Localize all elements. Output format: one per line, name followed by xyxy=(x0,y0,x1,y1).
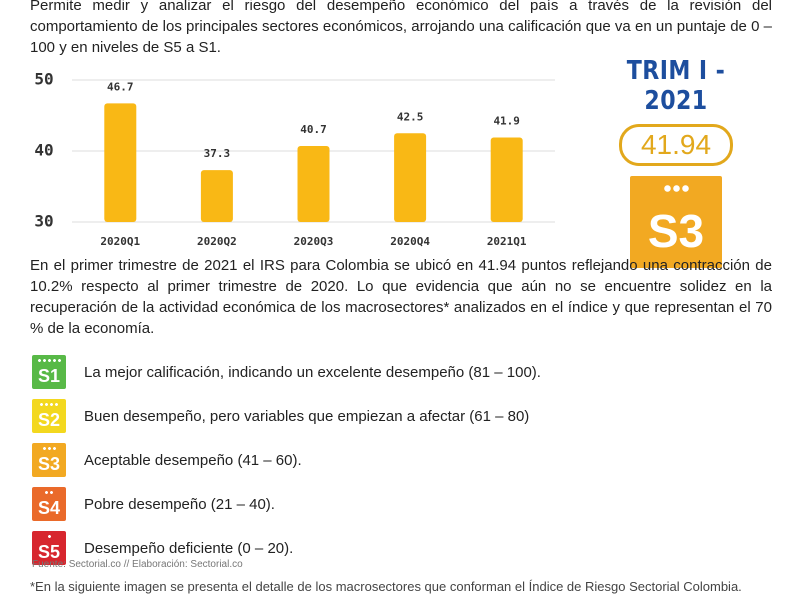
score: 41.94 xyxy=(619,124,733,166)
value-label: 41.9 xyxy=(493,115,520,128)
level-description: Buen desempeño, pero variables que empie… xyxy=(84,407,530,425)
x-tick-label: 2020Q1 xyxy=(100,235,140,248)
badge-stars xyxy=(662,184,690,193)
level-code: S3 xyxy=(37,454,61,474)
y-tick-label: 30 xyxy=(34,212,53,231)
x-tick-label: 2020Q3 xyxy=(294,235,334,248)
y-tick-label: 50 xyxy=(34,70,53,89)
badge-stars xyxy=(39,402,59,407)
level-badge: S3 xyxy=(630,176,722,268)
value-label: 37.3 xyxy=(204,147,231,160)
x-tick-label: 2020Q2 xyxy=(197,235,237,248)
badge-stars xyxy=(36,358,62,363)
level-description: Aceptable desempeño (41 – 60). xyxy=(84,451,302,469)
badge-stars xyxy=(41,446,57,451)
value-label: 40.7 xyxy=(300,123,327,136)
level-badge: S4 xyxy=(32,487,66,521)
level-item: S4 Pobre desempeño (21 – 40). xyxy=(32,486,275,522)
level-code: S1 xyxy=(37,366,61,386)
badge-stars xyxy=(46,534,52,539)
value-label: 46.7 xyxy=(107,80,134,93)
level-description: Pobre desempeño (21 – 40). xyxy=(84,495,275,513)
level-code: S2 xyxy=(37,410,61,430)
bar xyxy=(200,170,233,222)
x-tick-label: 2020Q4 xyxy=(390,235,430,248)
level-description: Desempeño deficiente (0 – 20). xyxy=(84,539,294,557)
level-badge: S1 xyxy=(32,355,66,389)
level-item: S5 Desempeño deficiente (0 – 20). xyxy=(32,530,293,566)
source: Fuente: Sectorial.co // Elaboración: Sec… xyxy=(32,559,243,570)
value-label: 42.5 xyxy=(397,110,424,123)
score-panel: TRIM I - 2021 41.94 S3 xyxy=(596,56,756,268)
level-item: S1 La mejor calificación, indicando un ex… xyxy=(32,354,541,390)
level-item: S3 Aceptable desempeño (41 – 60). xyxy=(32,442,302,478)
level-code: S3 xyxy=(647,205,705,257)
x-tick-label: 2021Q1 xyxy=(487,235,527,248)
level-item: S2 Buen desempeño, pero variables que emp… xyxy=(32,398,529,434)
summary-text: En el primer trimestre de 2021 el IRS pa… xyxy=(30,257,772,337)
level-badge: S5 xyxy=(32,531,66,565)
level-code: S4 xyxy=(37,498,61,518)
chart: 30 40 50 2020Q1 46.7 2020Q2 37.3 2020Q3 40.7 2020… xyxy=(34,70,555,248)
intro-text: Permite medir y analizar el riesgo del d… xyxy=(30,0,772,56)
level-description: La mejor calificación, indicando un exce… xyxy=(84,363,541,381)
bar xyxy=(394,133,427,222)
bar xyxy=(104,103,137,222)
bar xyxy=(490,137,523,222)
bar xyxy=(297,146,330,222)
level-badge: S2 xyxy=(32,399,66,433)
badge-stars xyxy=(44,490,54,495)
y-tick-label: 40 xyxy=(34,141,53,160)
level-badge: S3 xyxy=(32,443,66,477)
footnote: *En la siguiente imagen se presenta el d… xyxy=(30,579,742,594)
level-code: S5 xyxy=(37,542,61,562)
period: TRIM I - 2021 xyxy=(626,56,726,116)
